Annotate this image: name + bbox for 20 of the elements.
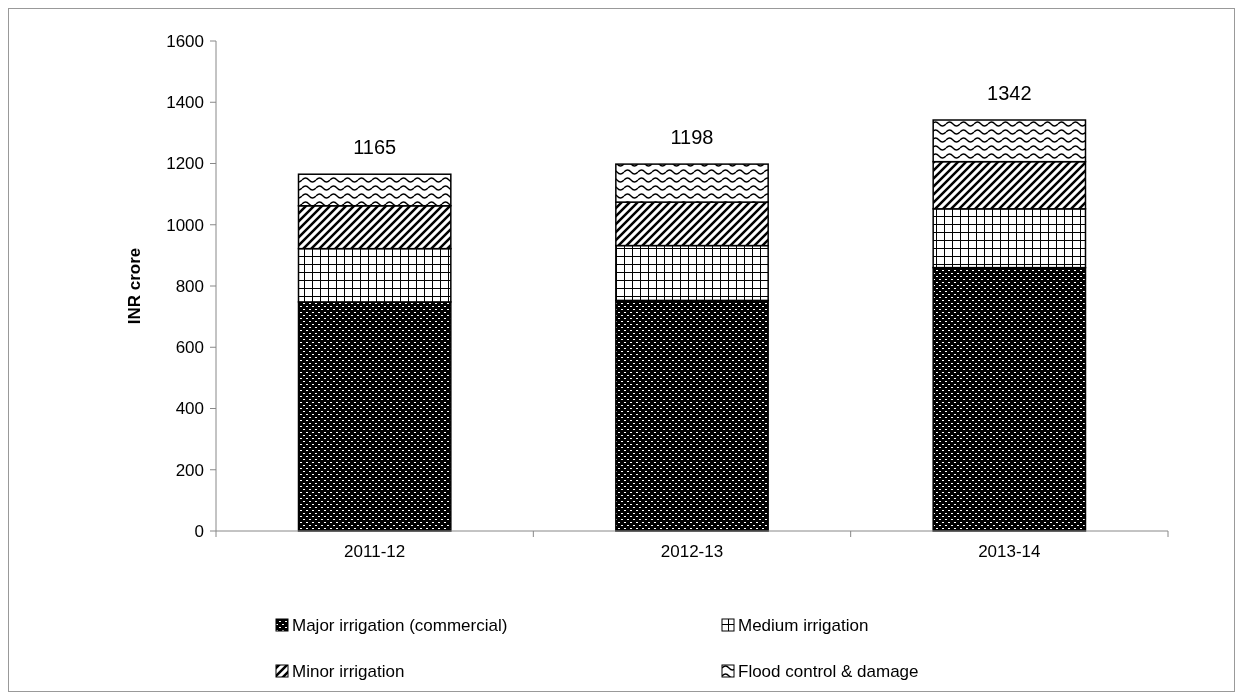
x-tick-label: 2012-13 xyxy=(660,542,724,561)
legend-label: Flood control & damage xyxy=(738,661,919,681)
y-tick-label: 600 xyxy=(175,338,204,358)
legend-label: Medium irrigation xyxy=(738,615,869,635)
legend-label: Major irrigation (commercial) xyxy=(292,615,508,635)
x-tick-label: 2013-14 xyxy=(978,542,1041,561)
y-tick-label: 200 xyxy=(175,460,204,480)
y-tick-label: 1600 xyxy=(166,31,204,51)
y-tick-label: 1000 xyxy=(166,215,204,235)
total-label: 1198 xyxy=(670,126,714,149)
y-tick-label: 1200 xyxy=(166,154,204,174)
total-label: 1165 xyxy=(353,136,397,159)
y-tick-label: 400 xyxy=(175,399,204,419)
x-tick-label: 2011-12 xyxy=(344,542,406,561)
legend-label: Minor irrigation xyxy=(292,661,405,681)
total-label: 1342 xyxy=(987,82,1032,105)
y-axis-title: INR crore xyxy=(125,247,144,325)
y-tick-label: 0 xyxy=(194,521,204,541)
y-tick-label: 800 xyxy=(175,276,204,296)
y-tick-label: 1400 xyxy=(166,93,204,113)
